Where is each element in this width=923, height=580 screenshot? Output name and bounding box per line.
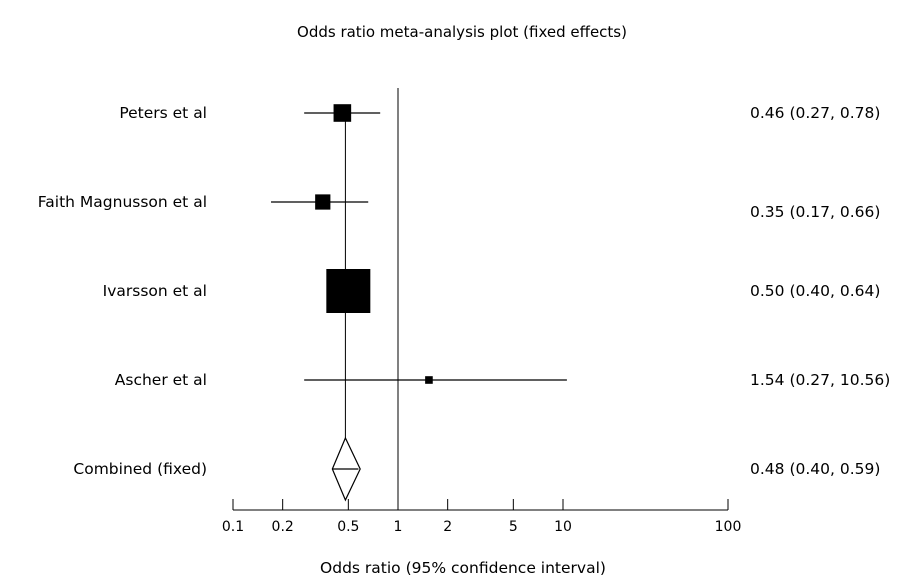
combined-label: Combined (fixed) [73, 460, 207, 478]
point-estimate-box [326, 269, 371, 313]
x-tick-label: 0.5 [337, 519, 359, 535]
study-label: Faith Magnusson et al [38, 193, 207, 211]
point-estimate-box [333, 104, 352, 122]
x-tick-label: 10 [554, 519, 572, 535]
x-tick-label: 1 [394, 519, 403, 535]
study-label: Peters et al [119, 104, 207, 122]
x-axis-label: Odds ratio (95% confidence interval) [320, 559, 606, 577]
ci-value-label: 0.35 (0.17, 0.66) [750, 203, 880, 221]
x-tick-label: 2 [443, 519, 452, 535]
x-tick-label: 0.2 [272, 519, 294, 535]
study-label: Ivarsson et al [103, 282, 207, 300]
x-tick-label: 0.1 [222, 519, 244, 535]
ci-value-label: 0.46 (0.27, 0.78) [750, 104, 880, 122]
x-tick-label: 5 [509, 519, 518, 535]
chart-title: Odds ratio meta-analysis plot (fixed eff… [297, 23, 627, 41]
x-tick-label: 100 [715, 519, 742, 535]
point-estimate-box [315, 194, 331, 210]
ci-value-label: 0.50 (0.40, 0.64) [750, 282, 880, 300]
combined-ci-value-label: 0.48 (0.40, 0.59) [750, 460, 880, 478]
study-label: Ascher et al [115, 371, 207, 389]
ci-value-label: 1.54 (0.27, 10.56) [750, 371, 890, 389]
point-estimate-box [425, 376, 433, 384]
